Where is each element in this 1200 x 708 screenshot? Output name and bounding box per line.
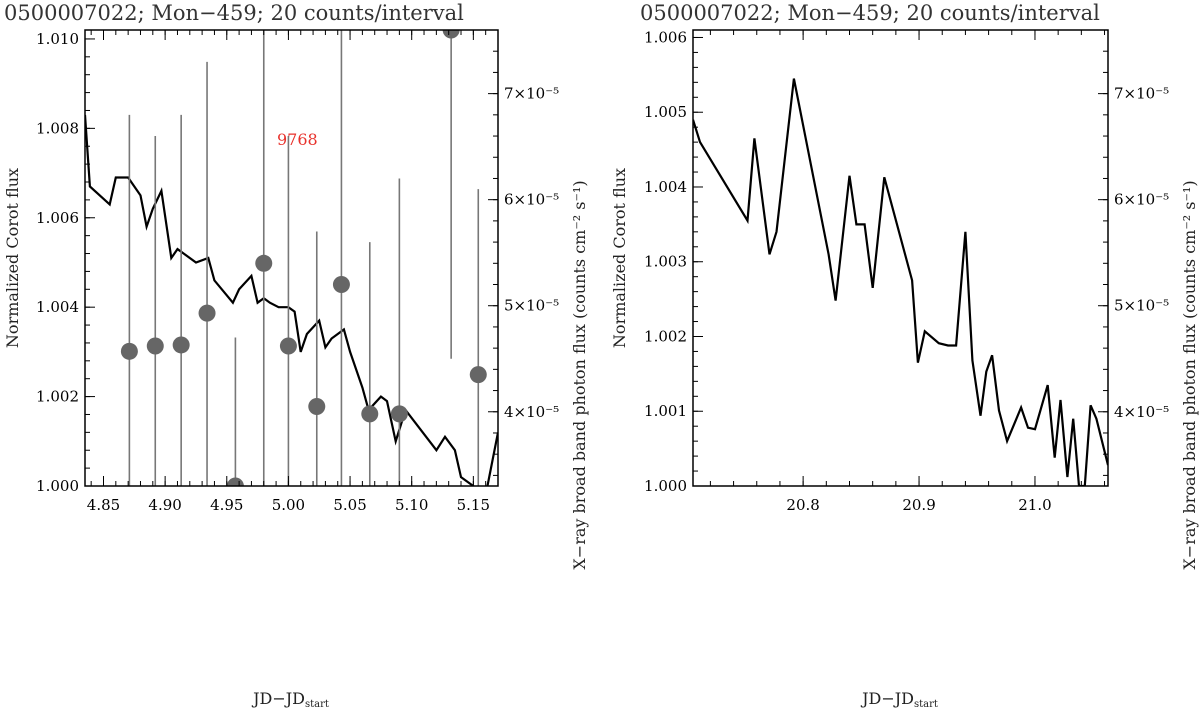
left-x-axis-label: JD−JDstart <box>251 689 329 708</box>
y2-tick-label-0-1: 5×10⁻⁵ <box>504 297 559 315</box>
xray-point-9 <box>361 405 379 423</box>
y-tick-label-1-6: 1.006 <box>644 28 687 46</box>
xray-point-4 <box>226 477 244 486</box>
x-tick-label-0-2: 4.95 <box>210 496 243 514</box>
y-tick-label-1-5: 1.005 <box>644 103 687 121</box>
x-tick-label-0-3: 5.00 <box>272 496 305 514</box>
y-tick-label-0-3: 1.006 <box>36 209 79 227</box>
right-chart-title: 0500007022; Mon−459; 20 counts/interval <box>640 1 1100 25</box>
left-y-axis-label: Normalized Corot flux <box>3 168 22 348</box>
xray-point-2 <box>172 336 190 354</box>
y-tick-label-1-0: 1.000 <box>644 477 687 495</box>
left-chart-panel: 0500007022; Mon−459; 20 counts/interval … <box>3 1 589 708</box>
y-tick-label-1-1: 1.001 <box>644 402 687 420</box>
xray-point-11 <box>442 30 460 39</box>
x-tick-label-0-6: 5.15 <box>457 496 490 514</box>
y2-tick-label-0-3: 7×10⁻⁵ <box>504 85 559 103</box>
xray-point-0 <box>120 342 138 360</box>
y-tick-label-0-0: 1.000 <box>36 477 79 495</box>
y2-tick-label-1-3: 7×10⁻⁵ <box>1114 85 1169 103</box>
right-x-axis-label-main: JD−JD <box>860 689 914 708</box>
plot-data-group <box>693 78 1108 486</box>
y2-tick-label-0-2: 6×10⁻⁵ <box>504 191 559 209</box>
y2-tick-label-1-2: 6×10⁻⁵ <box>1114 191 1169 209</box>
corot-flux-line-0 <box>85 114 498 486</box>
left-chart-annotation: 9768 <box>277 130 318 149</box>
y-tick-label-1-4: 1.004 <box>644 178 687 196</box>
x-tick-label-0-1: 4.90 <box>148 496 181 514</box>
corot-flux-line-1 <box>693 78 1108 486</box>
xray-point-7 <box>308 397 326 415</box>
x-tick-label-0-0: 4.85 <box>87 496 120 514</box>
xray-point-5 <box>255 254 273 272</box>
left-x-axis-label-main: JD−JD <box>251 689 305 708</box>
right-y2-axis-label: X−ray broad band photon flux (counts cm⁻… <box>1180 180 1199 569</box>
xray-point-6 <box>279 337 297 355</box>
left-x-axis-label-sub: start <box>305 699 329 708</box>
plot-data-group <box>85 30 498 486</box>
y-tick-label-1-3: 1.003 <box>644 253 687 271</box>
left-chart-title: 0500007022; Mon−459; 20 counts/interval <box>4 1 464 25</box>
left-y2-axis-label: X−ray broad band photon flux (counts cm⁻… <box>570 180 589 569</box>
y2-tick-label-0-0: 4×10⁻⁵ <box>504 403 559 421</box>
right-y-axis-label: Normalized Corot flux <box>610 168 629 348</box>
xray-point-8 <box>332 276 350 294</box>
y2-tick-label-1-0: 4×10⁻⁵ <box>1114 403 1169 421</box>
y-tick-label-0-5: 1.010 <box>36 30 79 48</box>
x-tick-label-1-1: 20.9 <box>902 496 935 514</box>
right-x-axis-label-sub: start <box>914 699 938 708</box>
y-tick-label-0-2: 1.004 <box>36 298 79 316</box>
xray-point-12 <box>469 366 487 384</box>
y2-tick-label-1-1: 5×10⁻⁵ <box>1114 297 1169 315</box>
xray-point-1 <box>146 337 164 355</box>
y-tick-label-0-4: 1.008 <box>36 119 79 137</box>
x-tick-label-1-2: 21.0 <box>1018 496 1051 514</box>
xray-point-10 <box>390 405 408 423</box>
right-chart-panel: 0500007022; Mon−459; 20 counts/interval … <box>610 1 1199 708</box>
right-x-axis-label: JD−JDstart <box>860 689 938 708</box>
y-tick-label-0-1: 1.002 <box>36 388 79 406</box>
x-tick-label-0-4: 5.05 <box>333 496 366 514</box>
left-plot-frame <box>84 29 499 487</box>
x-tick-label-0-5: 5.10 <box>395 496 428 514</box>
x-tick-label-1-0: 20.8 <box>786 496 819 514</box>
xray-point-3 <box>198 304 216 322</box>
y-tick-label-1-2: 1.002 <box>644 327 687 345</box>
right-plot-frame <box>692 29 1109 487</box>
